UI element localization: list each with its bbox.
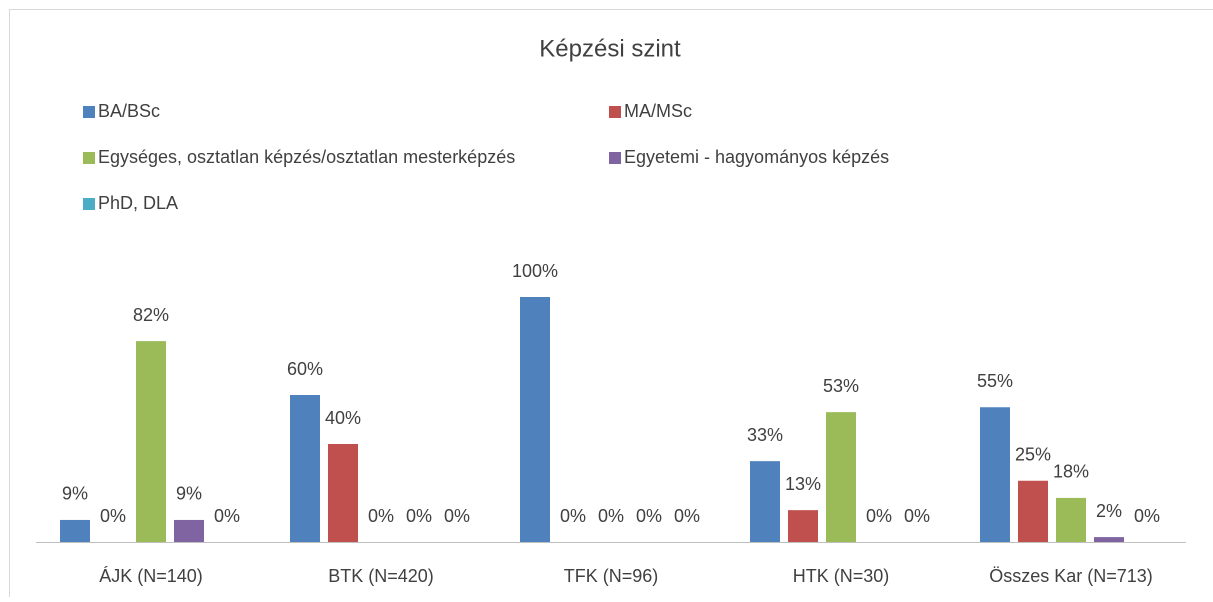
bar: [328, 444, 358, 542]
data-label: 2%: [1096, 501, 1122, 521]
x-tick-label: ÁJK (N=140): [99, 566, 203, 586]
legend-label: MA/MSc: [624, 101, 692, 121]
x-tick-label: HTK (N=30): [793, 566, 890, 586]
bar: [174, 520, 204, 542]
x-tick-label: BTK (N=420): [328, 566, 434, 586]
data-label: 0%: [444, 506, 470, 526]
legend-swatch: [83, 106, 95, 118]
data-label: 0%: [636, 506, 662, 526]
data-label: 0%: [598, 506, 624, 526]
data-label: 0%: [1134, 506, 1160, 526]
data-label: 0%: [406, 506, 432, 526]
data-label: 0%: [214, 506, 240, 526]
data-label: 18%: [1053, 462, 1089, 482]
data-label: 0%: [866, 506, 892, 526]
data-label: 60%: [287, 359, 323, 379]
legend-swatch: [83, 198, 95, 210]
data-label: 0%: [674, 506, 700, 526]
data-label: 0%: [368, 506, 394, 526]
bar: [136, 341, 166, 542]
bar: [290, 395, 320, 542]
legend-label: Egyetemi - hagyományos képzés: [624, 147, 889, 167]
data-label: 0%: [560, 506, 586, 526]
legend-swatch: [83, 152, 95, 164]
data-label: 9%: [62, 484, 88, 504]
chart-title: Képzési szint: [539, 35, 681, 62]
legend-label: Egységes, osztatlan képzés/osztatlan mes…: [98, 147, 515, 167]
x-tick-label: Összes Kar (N=713): [989, 566, 1153, 586]
bar: [750, 461, 780, 542]
legend-label: BA/BSc: [98, 101, 160, 121]
data-label: 33%: [747, 425, 783, 445]
data-label: 13%: [785, 474, 821, 494]
bar: [60, 520, 90, 542]
bar: [1056, 498, 1086, 542]
data-label: 53%: [823, 376, 859, 396]
bar: [980, 407, 1010, 542]
data-label: 40%: [325, 408, 361, 428]
legend-label: PhD, DLA: [98, 193, 178, 213]
data-label: 55%: [977, 371, 1013, 391]
bar: [1018, 481, 1048, 542]
bar: [826, 412, 856, 542]
bar: [1094, 537, 1124, 542]
x-tick-label: TFK (N=96): [564, 566, 659, 586]
data-label: 100%: [512, 261, 558, 281]
data-label: 82%: [133, 305, 169, 325]
data-label: 0%: [100, 506, 126, 526]
legend-swatch: [609, 106, 621, 118]
data-label: 25%: [1015, 445, 1051, 465]
data-label: 0%: [904, 506, 930, 526]
data-label: 9%: [176, 484, 202, 504]
legend-swatch: [609, 152, 621, 164]
bar: [520, 297, 550, 542]
bar: [788, 510, 818, 542]
